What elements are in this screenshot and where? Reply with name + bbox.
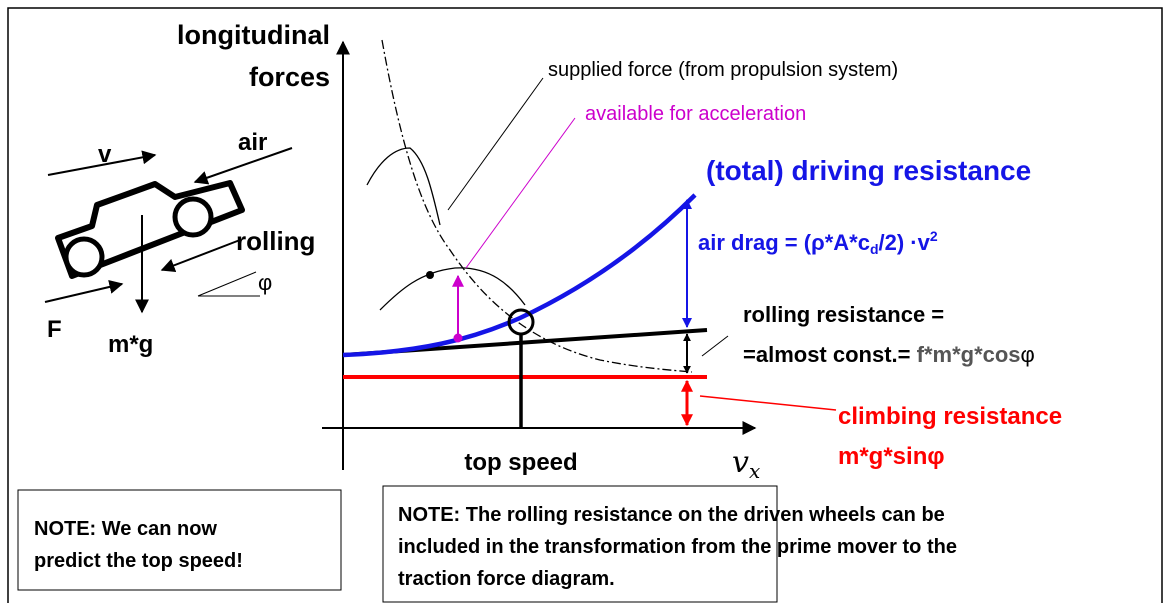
wheel [172,196,214,238]
car-label: v [98,141,112,168]
arrow [44,280,124,303]
label: rolling resistance = [743,302,944,327]
car-label: m*g [108,331,153,358]
car-label: F [47,316,62,343]
car-body [55,180,245,279]
arrow [193,147,293,185]
label: supplied force (from propulsion system) [548,59,898,81]
y-label: forces [249,62,330,92]
car-label: rolling [236,226,315,256]
label: (total) driving resistance [706,155,1031,186]
note-text: included in the transformation from the … [398,536,957,558]
label: =almost const.= f*m*g*cosφ [743,342,1035,367]
label: climbing resistance [838,403,1062,430]
total-resistance-curve [342,193,697,358]
point [453,333,463,343]
gear-curve [379,267,526,311]
label: m*g*sinφ [838,443,945,470]
leader [701,335,729,357]
angle [197,271,257,297]
leader [447,77,544,211]
note-box [17,489,342,591]
gear-curve [366,147,441,226]
label: top speed [464,449,577,476]
wheel [63,236,105,278]
label: air drag = (ρ*A*cd/2) ·v2 [698,228,938,257]
note-text: NOTE: The rolling resistance on the driv… [398,504,945,526]
arrow [160,239,241,273]
note-box [382,485,778,603]
y-label: longitudinal [177,20,330,50]
note-text: traction force diagram. [398,568,615,590]
frame [7,7,1163,603]
leader [699,395,837,411]
power-hyperbola [381,39,693,373]
car-label: air [238,129,267,156]
note-text: predict the top speed! [34,550,243,572]
leader [465,117,576,269]
car-label: φ [258,270,272,295]
point [426,271,434,279]
label: available for acceleration [585,103,806,125]
note-text: NOTE: We can now [34,518,217,540]
x-label: vx [732,445,760,483]
arrow [47,150,157,176]
